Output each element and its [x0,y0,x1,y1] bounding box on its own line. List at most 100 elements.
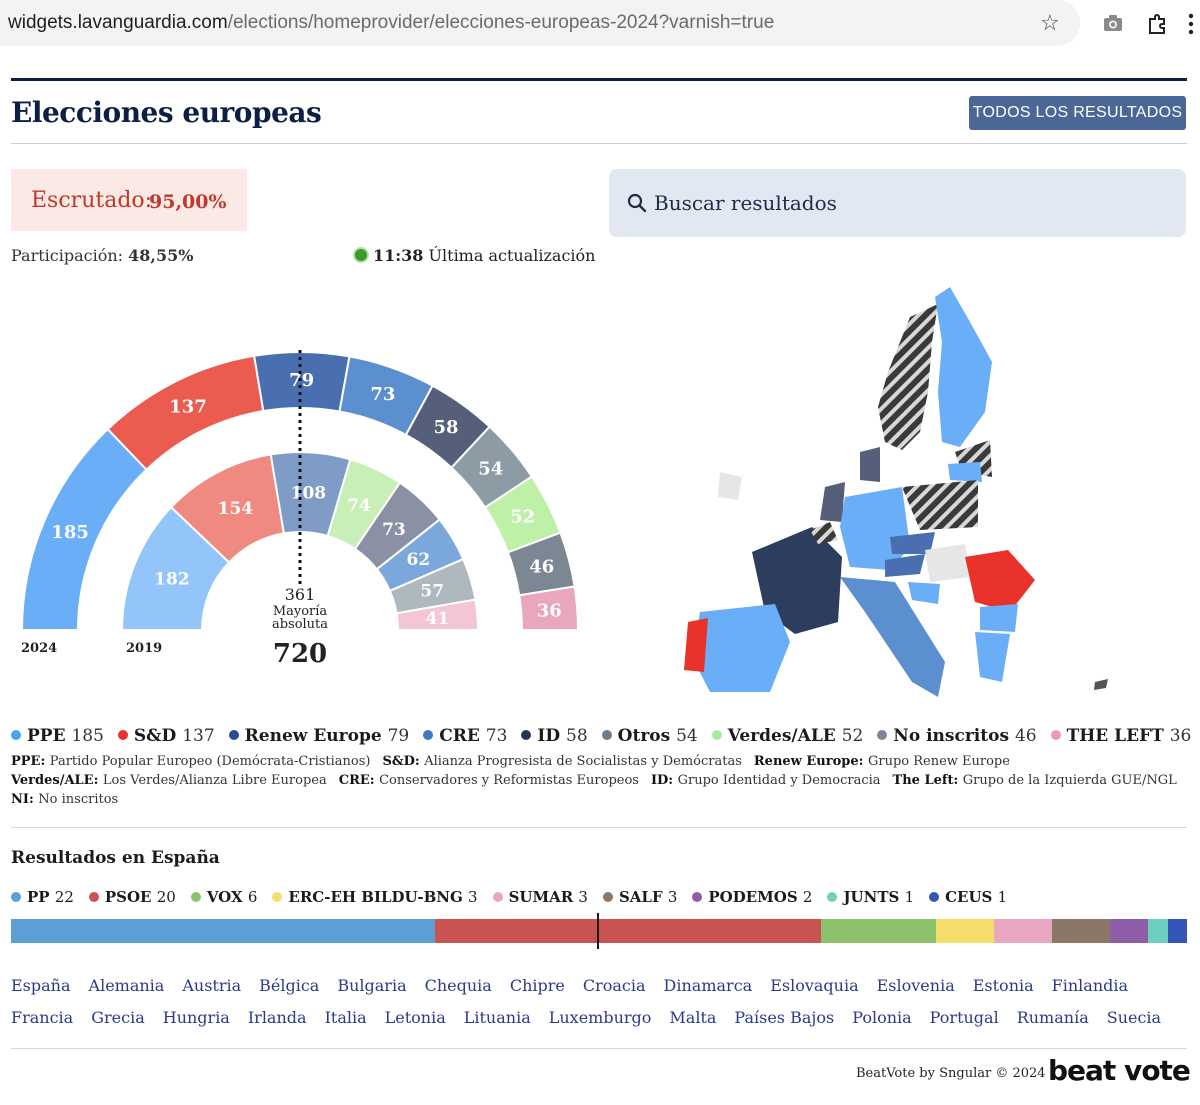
legend-dot-icon [601,730,612,740]
spain-bar-segment[interactable] [820,919,937,943]
spain-bar-segment[interactable] [1109,919,1149,943]
hemicycle-value-2019-0: 182 [154,570,190,590]
country-link[interactable]: Eslovaquia [770,976,859,995]
country-link[interactable]: Países Bajos [734,1008,835,1027]
country-link[interactable]: Chequia [424,976,492,995]
spain-bar-segment[interactable] [435,919,821,943]
country-link[interactable]: Luxemburgo [548,1008,652,1027]
country-link[interactable]: Rumanía [1016,1008,1089,1027]
spain-legend-item: JUNTS 1 [827,888,914,906]
spain-bar-segment[interactable] [936,919,995,943]
map-greece[interactable] [975,632,1010,682]
map-cyprus[interactable] [1094,679,1108,690]
all-results-button[interactable]: TODOS LOS RESULTADOS [969,96,1186,130]
abbreviations-row-3: NI: No inscritos [11,792,130,807]
map-finland[interactable] [935,287,992,447]
country-link[interactable]: Portugal [929,1008,999,1027]
spain-bar-segment[interactable] [1167,919,1187,943]
europe-results-map[interactable] [680,282,1120,717]
search-label: Buscar resultados [654,191,837,215]
hemicycle-segment-2019-7[interactable] [395,598,480,631]
map-ireland[interactable] [718,472,742,500]
country-link[interactable]: Chipre [509,976,565,995]
more-menu-icon[interactable] [1186,12,1196,36]
country-link[interactable]: Austria [182,976,242,995]
search-results-input[interactable]: Buscar resultados [609,169,1186,237]
country-link[interactable]: Lituania [463,1008,531,1027]
legend-item: No inscritos 46 [877,726,1037,746]
legend-seats: 36 [1169,726,1192,746]
divider [11,827,1187,828]
legend-dot-icon [11,892,21,902]
map-portugal[interactable] [684,618,708,672]
spain-bar-segment[interactable] [1148,919,1168,943]
country-link[interactable]: Letonia [384,1008,446,1027]
map-spain[interactable] [692,604,790,692]
beatvote-logo: beat vote [1048,1054,1191,1087]
spain-seats-bar [11,919,1187,943]
map-netherlands[interactable] [820,482,845,522]
legend-party: CRE [439,726,486,746]
country-link[interactable]: Polonia [852,1008,912,1027]
map-romania[interactable] [965,550,1035,612]
spain-bar-segment[interactable] [1052,919,1110,943]
spain-legend: PP 22 PSOE 20 VOX 6 ERC-EH BILDU-BNG 3 SUMAR… [11,888,1022,906]
hemicycle-segment-2024-8[interactable] [518,585,580,631]
abbreviation-item: S&D: Alianza Progresista de Socialistas … [382,754,742,769]
country-link[interactable]: Malta [669,1008,717,1027]
map-denmark[interactable] [860,447,880,482]
country-link[interactable]: Grecia [91,1008,145,1027]
legend-dot-icon [272,892,283,902]
abbreviation-item: CRE: Conservadores y Reformistas Europeo… [338,773,639,788]
map-bulgaria[interactable] [980,604,1018,632]
map-hungary[interactable] [925,544,970,582]
url-path: /elections/homeprovider/elecciones-europ… [227,12,775,33]
url-host: widgets.lavanguardia.com [8,12,228,33]
url-text[interactable]: widgets.lavanguardia.com/elections/homep… [8,12,774,34]
map-lithuania[interactable] [948,462,982,482]
country-link[interactable]: Eslovenia [876,976,955,995]
legend-dot-icon [711,730,722,740]
live-status-icon [353,247,369,263]
spain-legend-item: ERC-EH BILDU-BNG 3 [272,888,478,906]
hemicycle-value-2019-6: 57 [420,581,444,601]
legend-dot-icon [521,730,532,740]
extensions-puzzle-icon[interactable] [1146,12,1170,36]
camera-icon[interactable] [1102,12,1124,34]
participation-value: 48,55% [128,246,194,265]
country-link[interactable]: España [11,976,71,995]
spain-bar-segment[interactable] [994,919,1053,943]
legend-seats: 54 [676,726,698,746]
address-bar[interactable]: widgets.lavanguardia.com/elections/homep… [0,0,1080,46]
legend-dot-icon [11,730,21,740]
country-link[interactable]: Alemania [88,976,165,995]
map-austria[interactable] [885,554,925,577]
map-poland[interactable] [902,480,978,530]
country-link[interactable]: Dinamarca [663,976,753,995]
hemicycle-value-2019-3: 74 [347,496,371,516]
country-link[interactable]: Finlandia [1051,976,1129,995]
bookmark-star-icon[interactable]: ☆ [1040,11,1060,36]
country-link[interactable]: Bélgica [259,976,320,995]
legend-party: No inscritos [893,726,1015,746]
country-link[interactable]: Bulgaria [337,976,407,995]
map-sweden[interactable] [878,304,938,450]
country-link[interactable]: Italia [324,1008,367,1027]
country-link[interactable]: Hungria [162,1008,230,1027]
map-croatia[interactable] [908,582,940,604]
map-czechia[interactable] [890,532,935,554]
map-germany[interactable] [840,487,910,570]
map-belgium[interactable] [810,522,838,544]
country-link[interactable]: Irlanda [247,1008,307,1027]
escrutado-label: Escrutado: [31,188,153,213]
country-link[interactable]: Estonia [972,976,1034,995]
country-link[interactable]: Francia [11,1008,74,1027]
country-link[interactable]: Croacia [582,976,646,995]
header-top-rule [11,78,1187,81]
country-link[interactable]: Suecia [1106,1008,1162,1027]
spain-legend-item: VOX 6 [190,888,257,906]
map-italy[interactable] [840,577,945,697]
legend-dot-icon [877,730,888,740]
hemicycle-value-2024-2: 79 [289,370,314,391]
spain-bar-segment[interactable] [11,919,436,943]
